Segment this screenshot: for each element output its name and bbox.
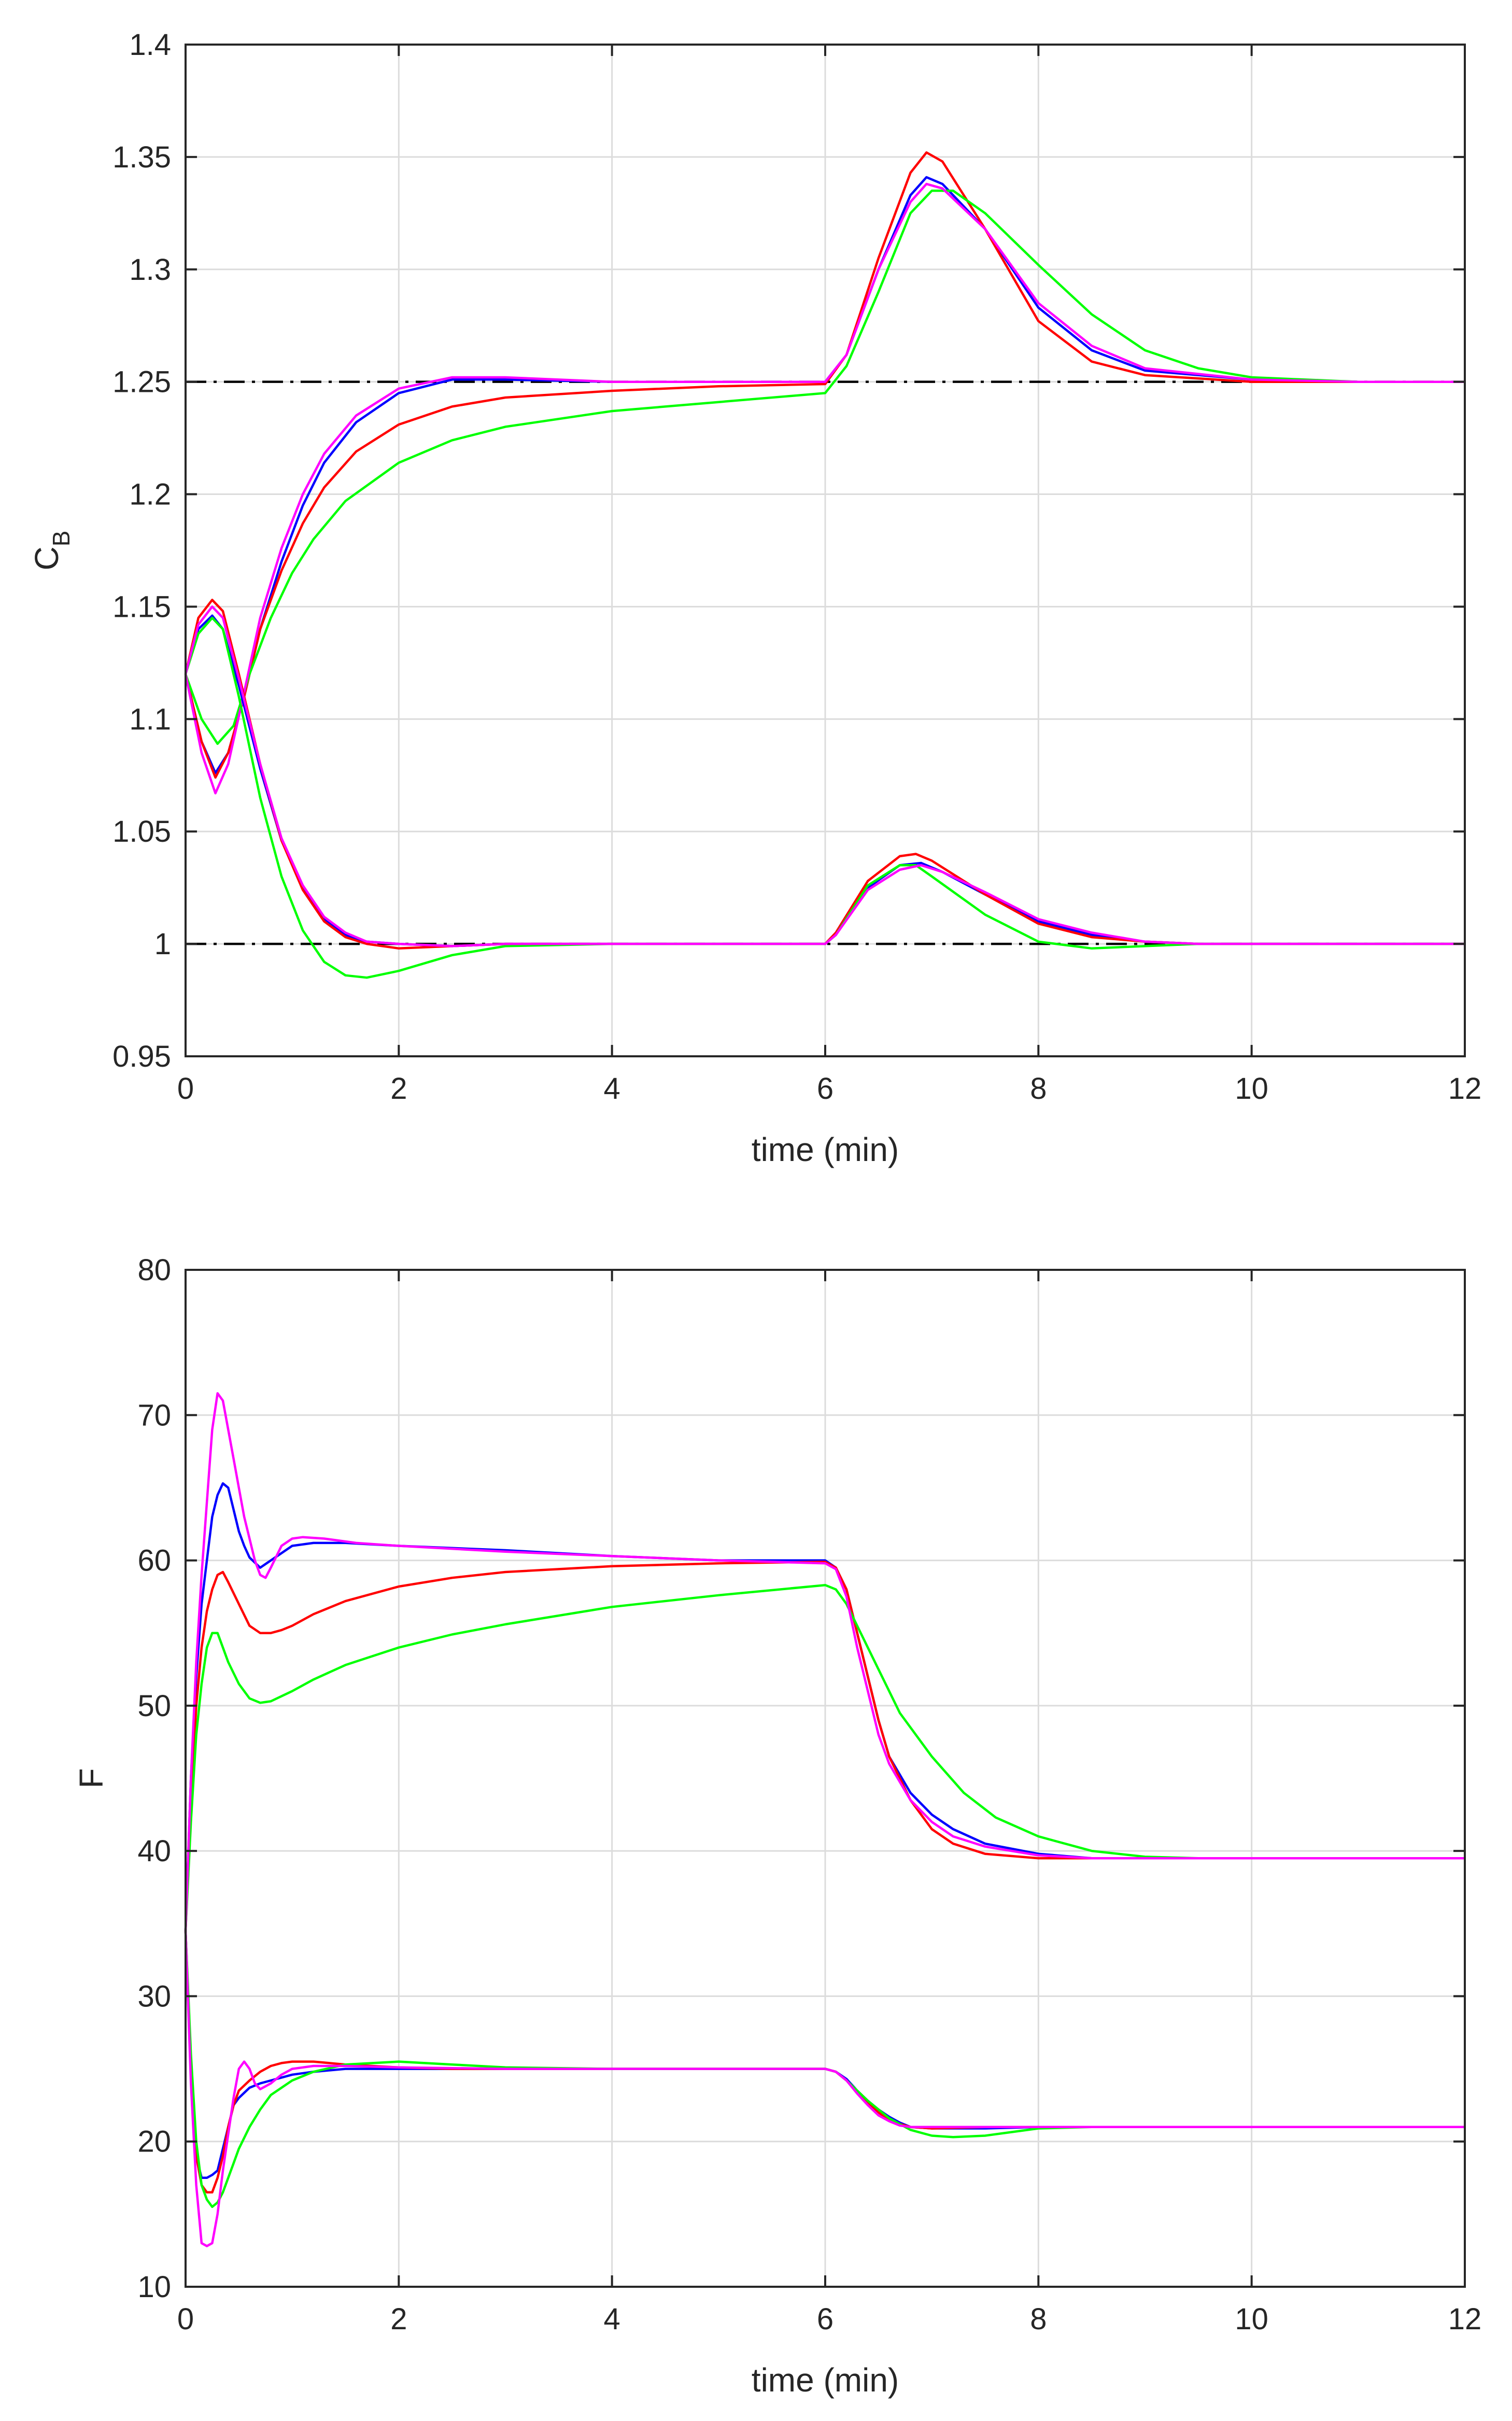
cb-y-tick-label-5: 1.2 [129, 478, 171, 512]
chart-cb: 0 2 4 6 8 10 12 0.95 1 1.05 1.1 1.15 1.2 1.25 1.3 1.35… [28, 28, 1481, 1168]
cb-x-tick-label-4: 8 [1030, 1072, 1047, 1106]
cb-y-tick-labels: 0.95 1 1.05 1.1 1.15 1.2 1.25 1.3 1.35 1.4 [112, 28, 171, 1073]
f-tick-marks [185, 1269, 1466, 2288]
cb-x-tick-label-3: 6 [817, 1072, 833, 1106]
f-y-tick-labels: 10 20 30 40 50 60 70 80 [137, 1253, 171, 2304]
cb-y-tick-label-8: 1.35 [112, 140, 171, 174]
f-y-tick-label-5: 60 [137, 1544, 171, 1578]
cb-series-upper-magenta [184, 182, 1465, 795]
f-x-tick-label-5: 10 [1235, 2302, 1268, 2336]
cb-x-axis-title: time (min) [752, 1131, 899, 1168]
chart-f: 0 2 4 6 8 10 12 10 20 30 40 50 60 70 80 time (min) F [73, 1253, 1481, 2399]
cb-x-tick-label-6: 12 [1448, 1072, 1482, 1106]
cb-y-tick-label-1: 1 [154, 927, 171, 961]
cb-x-tick-label-2: 4 [604, 1072, 620, 1106]
f-x-tick-labels: 0 2 4 6 8 10 12 [177, 2302, 1481, 2336]
f-y-tick-label-1: 20 [137, 2125, 171, 2159]
f-y-tick-label-2: 30 [137, 1979, 171, 2013]
cb-y-axis-title-main: C [28, 546, 65, 570]
cb-x-tick-label-5: 10 [1235, 1072, 1268, 1106]
f-series-upper-magenta [184, 1392, 1465, 1931]
f-y-axis-title: F [73, 1768, 110, 1788]
f-y-tick-label-6: 70 [137, 1398, 171, 1432]
cb-y-axis-title-sub: B [48, 531, 75, 547]
cb-y-axis-title: CB [28, 531, 75, 571]
f-series [184, 1392, 1465, 2247]
f-x-tick-label-4: 8 [1030, 2302, 1047, 2336]
svg-text:CB: CB [28, 531, 75, 571]
f-series-upper-red [184, 1561, 1465, 1931]
f-x-tick-label-3: 6 [817, 2302, 833, 2336]
f-x-tick-label-1: 2 [390, 2302, 407, 2336]
cb-y-tick-label-4: 1.15 [112, 590, 171, 624]
cb-y-tick-label-2: 1.05 [112, 815, 171, 848]
cb-y-tick-label-0: 0.95 [112, 1040, 171, 1073]
svg-text:F: F [73, 1768, 110, 1788]
f-x-tick-label-2: 4 [604, 2302, 620, 2336]
f-y-tick-label-4: 50 [137, 1689, 171, 1723]
cb-series-lower-magenta [184, 605, 1465, 947]
f-series-upper-green [184, 1583, 1465, 1931]
f-y-tick-label-3: 40 [137, 1834, 171, 1868]
cb-x-tick-label-0: 0 [177, 1072, 194, 1106]
cb-series-upper-green [184, 189, 1465, 745]
cb-y-tick-label-7: 1.3 [129, 253, 171, 287]
f-x-tick-label-0: 0 [177, 2302, 194, 2336]
f-y-axis-title-main: F [73, 1768, 110, 1788]
f-series-lower-green [184, 1931, 1465, 2208]
f-x-axis-title: time (min) [752, 2361, 899, 2399]
f-y-tick-label-0: 10 [137, 2270, 171, 2304]
cb-y-tick-label-6: 1.25 [112, 365, 171, 399]
f-x-tick-label-6: 12 [1448, 2302, 1482, 2336]
cb-series-upper-red [184, 151, 1465, 779]
cb-y-tick-label-9: 1.4 [129, 28, 171, 62]
f-series-lower-magenta [184, 1931, 1465, 2247]
cb-y-tick-label-3: 1.1 [129, 702, 171, 736]
cb-x-tick-labels: 0 2 4 6 8 10 12 [177, 1072, 1481, 1106]
cb-x-tick-label-1: 2 [390, 1072, 407, 1106]
cb-series [184, 151, 1465, 979]
f-series-lower-blue [184, 1931, 1465, 2179]
cb-tick-marks [185, 44, 1466, 1057]
f-y-tick-label-7: 80 [137, 1253, 171, 1287]
